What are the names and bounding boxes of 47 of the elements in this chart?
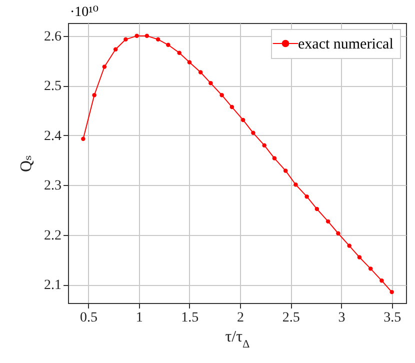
point [187,60,192,64]
point [156,37,160,42]
point [134,34,139,38]
x-tick-label: 1.5 [181,310,199,326]
x-tick-label: 0.5 [80,310,98,326]
y-tick-label: 2.5 [44,79,62,94]
point [326,219,330,224]
point [262,143,266,148]
y-tick-label: 2.2 [44,228,62,244]
point [144,34,150,38]
x-tick-label: 2.5 [282,310,300,326]
point [240,118,246,122]
x-tick-label: 2 [237,310,244,326]
point [314,206,320,212]
point [113,47,118,52]
point [251,130,256,136]
point [177,50,182,55]
point [230,104,234,110]
point [272,156,277,160]
x-axis-title: τ/τ$_{Δ}$ [225,328,250,350]
y-tick-label: 2.3 [44,178,62,194]
x-tick-label: 3 [338,310,346,326]
point [166,42,170,47]
x-tick-label: 1 [136,310,143,326]
point [220,92,224,98]
point [92,92,96,98]
point [336,231,340,236]
point [198,70,203,74]
text: ·10¹⁰ [70,5,99,20]
point [81,136,86,141]
point [208,81,213,86]
legend-label: exact numerical [298,36,394,52]
point [102,64,107,69]
point [390,290,394,294]
point [347,244,352,248]
point [357,255,362,260]
point [283,168,288,173]
y-axis-title: Qₛ [18,155,35,172]
y-tick-label: 2.6 [44,29,62,44]
point [304,194,309,199]
y-tick-label: 2.4 [44,128,62,144]
point [294,182,298,187]
point [380,278,384,283]
x-tick-label: 3.5 [384,310,402,326]
y-tick-label: 2.1 [44,278,62,294]
point [368,266,373,271]
point [124,37,128,42]
